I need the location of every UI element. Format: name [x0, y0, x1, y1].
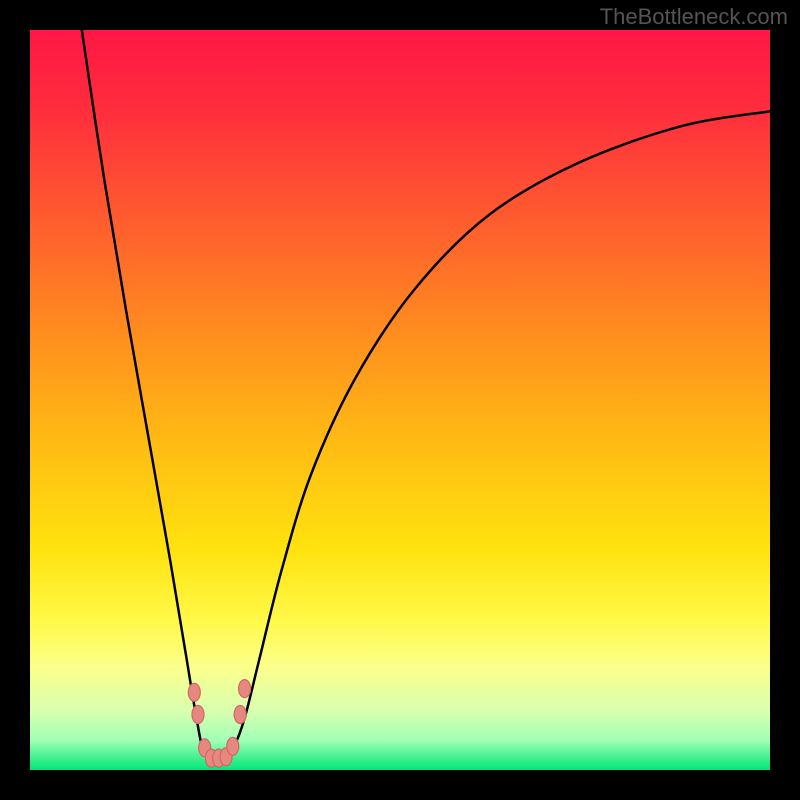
curve-marker [188, 683, 200, 701]
curve-marker [239, 680, 251, 698]
bottleneck-chart [30, 30, 770, 770]
chart-container [30, 30, 770, 770]
curve-marker [234, 706, 246, 724]
watermark-text: TheBottleneck.com [600, 4, 788, 30]
curve-marker [227, 737, 239, 755]
curve-marker [192, 706, 204, 724]
